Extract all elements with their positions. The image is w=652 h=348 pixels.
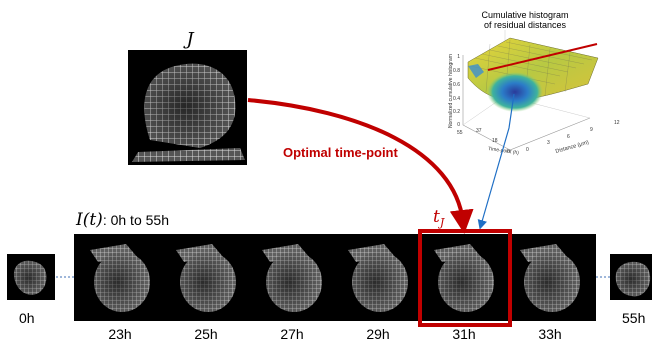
z-tick: 0.2: [453, 109, 460, 115]
y-axis-label: Time-point (h): [488, 146, 520, 156]
surface-dip: [487, 72, 543, 112]
z-tick: 0.4: [453, 96, 460, 102]
frame-label: 25h: [194, 326, 217, 342]
frame-label: 31h: [452, 326, 475, 342]
x-tick: 3: [547, 140, 550, 146]
frame-label: 29h: [366, 326, 389, 342]
selected-frame-box: [418, 229, 512, 327]
surface-chart: Cumulative histogram of residual distanc…: [448, 10, 620, 156]
reference-image: [128, 50, 247, 165]
z-axis-label: Normalized cumulative histogram: [448, 54, 454, 128]
end-label: 55h: [622, 310, 645, 326]
frame-25h: [176, 244, 236, 312]
sequence-range: : 0h to 55h: [103, 212, 169, 228]
z-tick: 0.8: [453, 68, 460, 74]
y-tick: 0: [507, 149, 510, 155]
x-tick: 6: [567, 134, 570, 140]
start-label: 0h: [19, 310, 35, 326]
sequence-heading: I(t): 0h to 55h: [75, 210, 169, 230]
frame-label: 23h: [108, 326, 131, 342]
frame-31h: [434, 244, 494, 312]
y-tick: 55: [457, 130, 463, 136]
start-thumbnail: [7, 254, 55, 300]
chart-title-line-1: Cumulative histogram: [481, 10, 568, 20]
film-strip: [74, 234, 596, 321]
end-thumbnail: [610, 254, 652, 300]
reference-symbol: J: [182, 29, 195, 50]
z-tick: 0: [457, 122, 460, 128]
frame-23h: [90, 244, 150, 312]
x-tick: 12: [614, 120, 620, 126]
link-line: [477, 93, 515, 230]
frame-29h: [348, 244, 408, 312]
x-axis-label: Distance (μm): [555, 140, 590, 155]
x-tick: 9: [590, 127, 593, 133]
frame-label: 33h: [538, 326, 561, 342]
frame-label-group: 23h 25h 27h 29h 31h 33h: [108, 326, 561, 342]
sequence-symbol: I(t): [75, 210, 103, 230]
frame-group: [90, 244, 580, 312]
frame-33h: [520, 244, 580, 312]
frame-27h: [262, 244, 322, 312]
frame-label: 27h: [280, 326, 303, 342]
optimal-label: Optimal time-point: [283, 145, 399, 160]
y-tick: 18: [492, 138, 498, 144]
y-tick: 37: [476, 128, 482, 134]
selected-time-symbol: tJ: [433, 207, 445, 229]
z-tick: 0.6: [453, 82, 460, 88]
optimum-line: [487, 43, 598, 71]
x-tick: 0: [526, 147, 529, 153]
chart-title-line-2: of residual distances: [484, 20, 567, 30]
optimal-arrow: [247, 98, 474, 234]
z-tick: 1: [457, 54, 460, 60]
